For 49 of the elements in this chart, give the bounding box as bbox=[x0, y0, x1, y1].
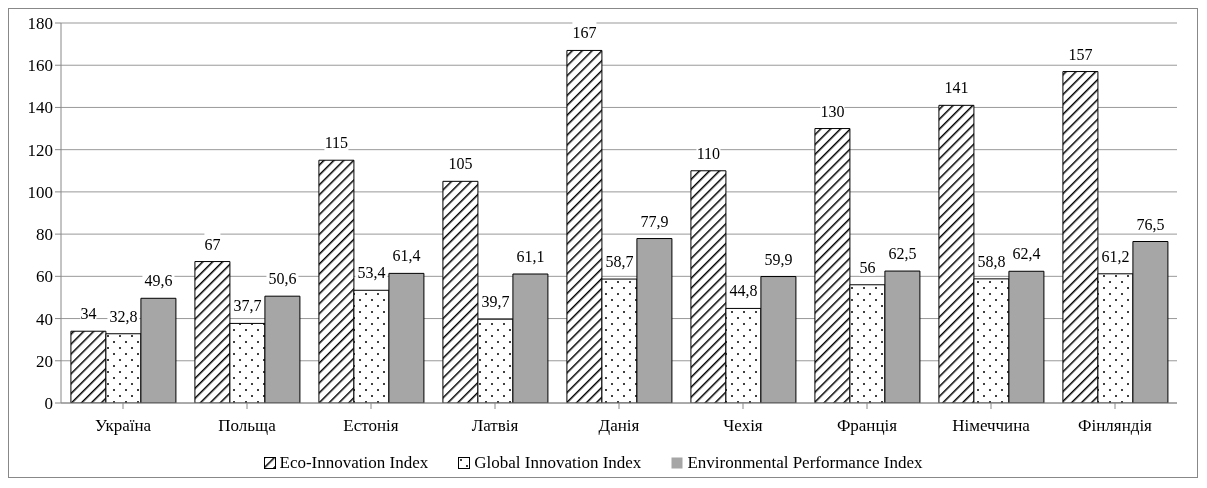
data-label: 49,6 bbox=[144, 272, 173, 290]
data-label: 37,7 bbox=[233, 297, 262, 315]
x-tick-label: Чехія bbox=[723, 416, 763, 436]
data-label: 59,9 bbox=[764, 250, 793, 268]
x-tick-label: Німеччина bbox=[952, 416, 1031, 436]
data-label: 50,6 bbox=[268, 270, 297, 288]
data-label: 58,8 bbox=[977, 252, 1006, 270]
x-tick-label: Латвія bbox=[471, 416, 519, 436]
data-label: 58,7 bbox=[605, 253, 634, 271]
data-label: 53,4 bbox=[357, 264, 386, 282]
data-label: 141 bbox=[944, 79, 969, 97]
x-tick-label: Естонія bbox=[343, 416, 399, 436]
y-tick-label: 40 bbox=[36, 309, 53, 329]
y-tick-label: 140 bbox=[27, 98, 53, 118]
data-label: 77,9 bbox=[640, 212, 669, 230]
y-tick-label: 160 bbox=[27, 56, 53, 76]
data-label: 167 bbox=[572, 24, 597, 42]
data-label: 130 bbox=[820, 102, 845, 120]
data-label: 61,2 bbox=[1101, 247, 1130, 265]
data-label: 105 bbox=[448, 155, 473, 173]
y-tick-label: 80 bbox=[36, 225, 53, 245]
data-label: 115 bbox=[324, 134, 349, 152]
data-label: 34 bbox=[80, 305, 97, 323]
data-label: 76,5 bbox=[1136, 215, 1165, 233]
y-tick-label: 60 bbox=[36, 267, 53, 287]
legend-label: Global Innovation Index bbox=[474, 453, 642, 473]
legend-label: Environmental Performance Index bbox=[687, 453, 923, 473]
y-tick-label: 0 bbox=[44, 394, 53, 414]
y-tick-label: 20 bbox=[36, 351, 53, 371]
data-label: 61,1 bbox=[516, 248, 545, 266]
x-tick-label: Фінляндія bbox=[1078, 416, 1153, 436]
data-label: 61,4 bbox=[392, 247, 421, 265]
data-label: 32,8 bbox=[109, 307, 138, 325]
data-label: 44,8 bbox=[729, 282, 758, 300]
data-label: 67 bbox=[204, 235, 221, 253]
data-label: 56 bbox=[859, 258, 876, 276]
legend-label: Eco-Innovation Index bbox=[279, 453, 429, 473]
y-tick-label: 180 bbox=[27, 14, 53, 34]
x-tick-label: Франція bbox=[836, 416, 898, 436]
y-tick-label: 120 bbox=[27, 140, 53, 160]
data-label: 62,4 bbox=[1012, 245, 1041, 263]
data-label: 110 bbox=[696, 144, 721, 162]
data-label: 62,5 bbox=[888, 245, 917, 263]
x-tick-label: Данія bbox=[598, 416, 640, 436]
y-tick-label: 100 bbox=[27, 182, 53, 202]
data-label: 157 bbox=[1068, 45, 1093, 63]
data-label: 39,7 bbox=[481, 293, 510, 311]
x-tick-label: Польща bbox=[218, 416, 277, 436]
x-tick-label: Україна bbox=[94, 416, 152, 436]
